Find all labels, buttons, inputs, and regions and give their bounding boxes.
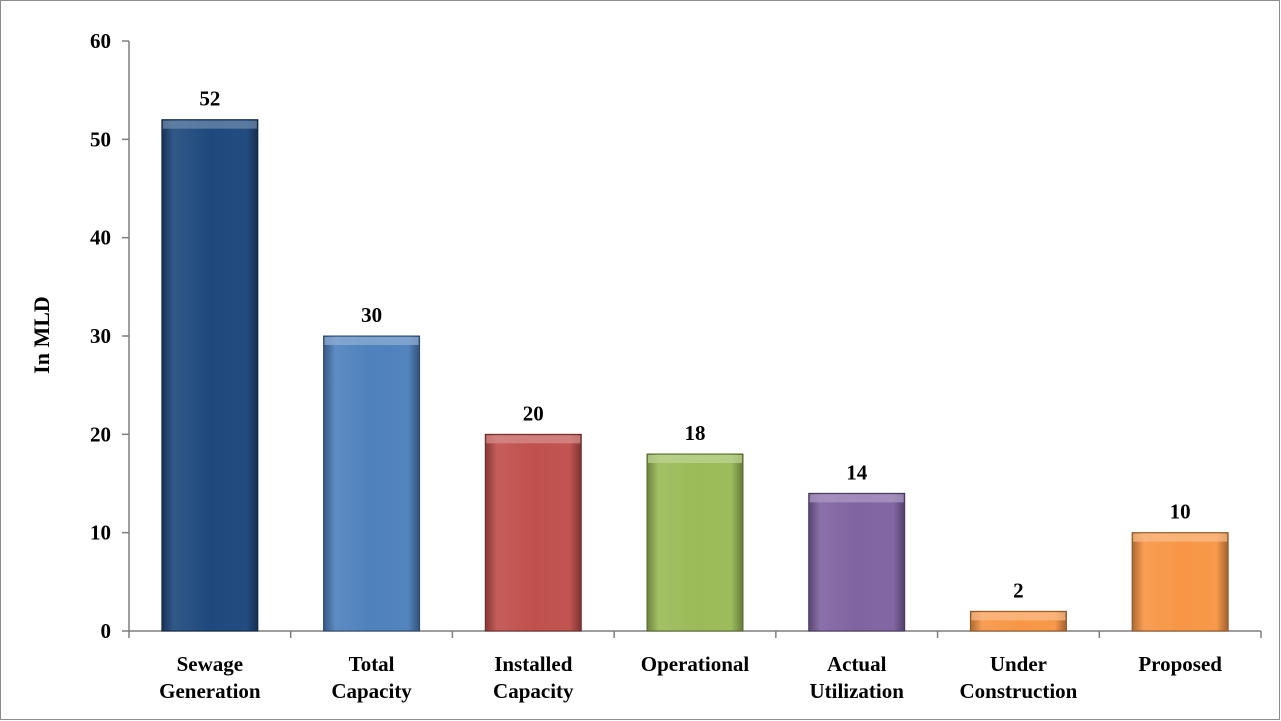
y-tick-label: 60 bbox=[90, 29, 111, 53]
data-label: 30 bbox=[361, 303, 382, 327]
x-tick-label-line: Operational bbox=[641, 652, 750, 676]
x-tick-label: Sewage Generation bbox=[159, 652, 261, 703]
bar bbox=[808, 492, 906, 632]
bar-top-bevel bbox=[1133, 533, 1228, 542]
x-tick-label-line: Generation bbox=[159, 679, 261, 703]
y-axis-title: In MLD bbox=[29, 296, 54, 374]
bar-body bbox=[808, 492, 906, 632]
y-axis-title-group: In MLD bbox=[29, 296, 54, 374]
x-tick-label-line: Actual bbox=[827, 652, 887, 676]
bar-body bbox=[484, 433, 582, 632]
y-tick-label: 40 bbox=[90, 226, 111, 250]
bar-top-bevel bbox=[162, 120, 257, 129]
bar-top-bevel bbox=[324, 337, 419, 345]
bar bbox=[1131, 532, 1229, 632]
x-tick-label-line: Installed bbox=[494, 652, 573, 676]
x-tick-label-line: Construction bbox=[960, 679, 1078, 703]
x-tick-label: Installed Capacity bbox=[493, 652, 574, 703]
x-tick-label-line: Sewage bbox=[177, 652, 244, 676]
x-tick-label: Actual Utilization bbox=[809, 652, 904, 703]
data-label: 52 bbox=[199, 87, 220, 111]
bar bbox=[323, 335, 421, 632]
x-tick-label-line: Under bbox=[990, 652, 1047, 676]
x-tick-label: Total Capacity bbox=[331, 652, 412, 703]
y-tick-label: 0 bbox=[101, 619, 112, 643]
bar-top-bevel bbox=[648, 455, 742, 463]
bar-body bbox=[1131, 532, 1229, 632]
bar-top-bevel bbox=[971, 612, 1066, 621]
bar bbox=[969, 610, 1067, 632]
labels: 52 Sewage Generation 30 Total Capacity 20 Insta… bbox=[159, 87, 1222, 703]
y-tick-label: 10 bbox=[90, 521, 111, 545]
x-tick-label: Operational bbox=[641, 652, 750, 676]
data-label: 10 bbox=[1170, 500, 1191, 524]
axes: 0 10 20 30 40 50 60 bbox=[90, 29, 1262, 643]
x-tick-label-line: Utilization bbox=[809, 679, 904, 703]
bar bbox=[161, 119, 259, 632]
x-tick-label-line: Capacity bbox=[493, 679, 574, 703]
y-tick-label: 30 bbox=[90, 324, 111, 348]
bar bbox=[646, 453, 744, 632]
x-tick-label-line: Proposed bbox=[1138, 652, 1222, 676]
x-tick-label: Under Construction bbox=[960, 652, 1078, 703]
data-label: 18 bbox=[685, 421, 706, 445]
bar bbox=[484, 433, 582, 632]
bar-body bbox=[646, 453, 744, 632]
data-label: 14 bbox=[846, 460, 868, 484]
bar-top-bevel bbox=[486, 435, 581, 444]
x-tick-label-line: Total bbox=[349, 652, 395, 676]
x-tick-label: Proposed bbox=[1138, 652, 1222, 676]
bar-top-bevel bbox=[809, 494, 904, 503]
bars bbox=[161, 119, 1229, 632]
data-label: 2 bbox=[1013, 578, 1024, 602]
y-tick-label: 50 bbox=[90, 127, 111, 151]
bar-body bbox=[161, 119, 259, 632]
x-tick-label-line: Capacity bbox=[331, 679, 412, 703]
y-tick-label: 20 bbox=[90, 422, 111, 446]
bar-body bbox=[323, 335, 421, 632]
data-label: 20 bbox=[523, 401, 544, 425]
